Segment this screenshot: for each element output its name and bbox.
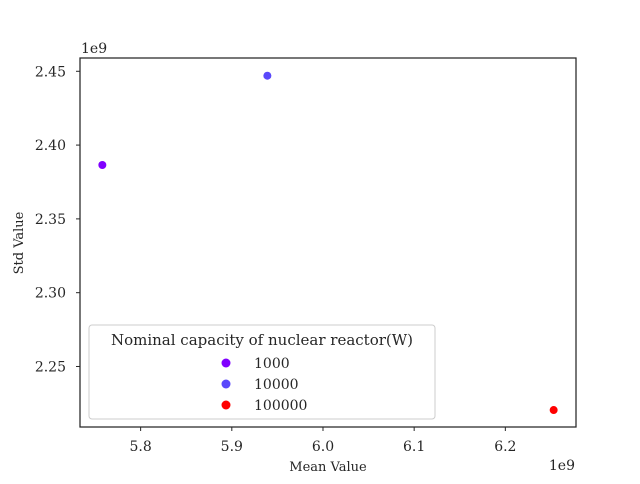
y-offset-label: 1e9 [81,41,107,57]
legend-marker [221,358,231,368]
data-point [263,71,272,80]
x-tick-label: 6.1 [403,439,425,455]
legend-marker [221,379,231,389]
x-tick-label: 5.8 [129,439,151,455]
data-point [549,406,558,415]
y-tick-label: 2.25 [35,359,66,375]
legend-box [88,324,436,420]
legend-title: Nominal capacity of nuclear reactor(W) [111,331,413,349]
plot-frame [79,57,577,428]
y-tick-label: 2.30 [35,286,66,302]
y-tick-label: 2.35 [35,212,66,228]
y-axis-label: Std Value [12,211,27,274]
y-tick-label: 2.45 [35,64,66,80]
data-point [98,161,107,170]
x-offset-label: 1e9 [549,458,575,474]
legend-label: 100000 [254,398,307,414]
legend-label: 10000 [254,377,299,393]
x-tick-label: 5.9 [221,439,243,455]
y-tick-label: 2.40 [35,138,66,154]
x-tick-label: 6.2 [494,439,516,455]
legend-marker [221,400,231,410]
legend-label: 1000 [254,356,290,372]
x-tick-label: 6.0 [312,439,334,455]
x-axis-label: Mean Value [289,460,367,475]
